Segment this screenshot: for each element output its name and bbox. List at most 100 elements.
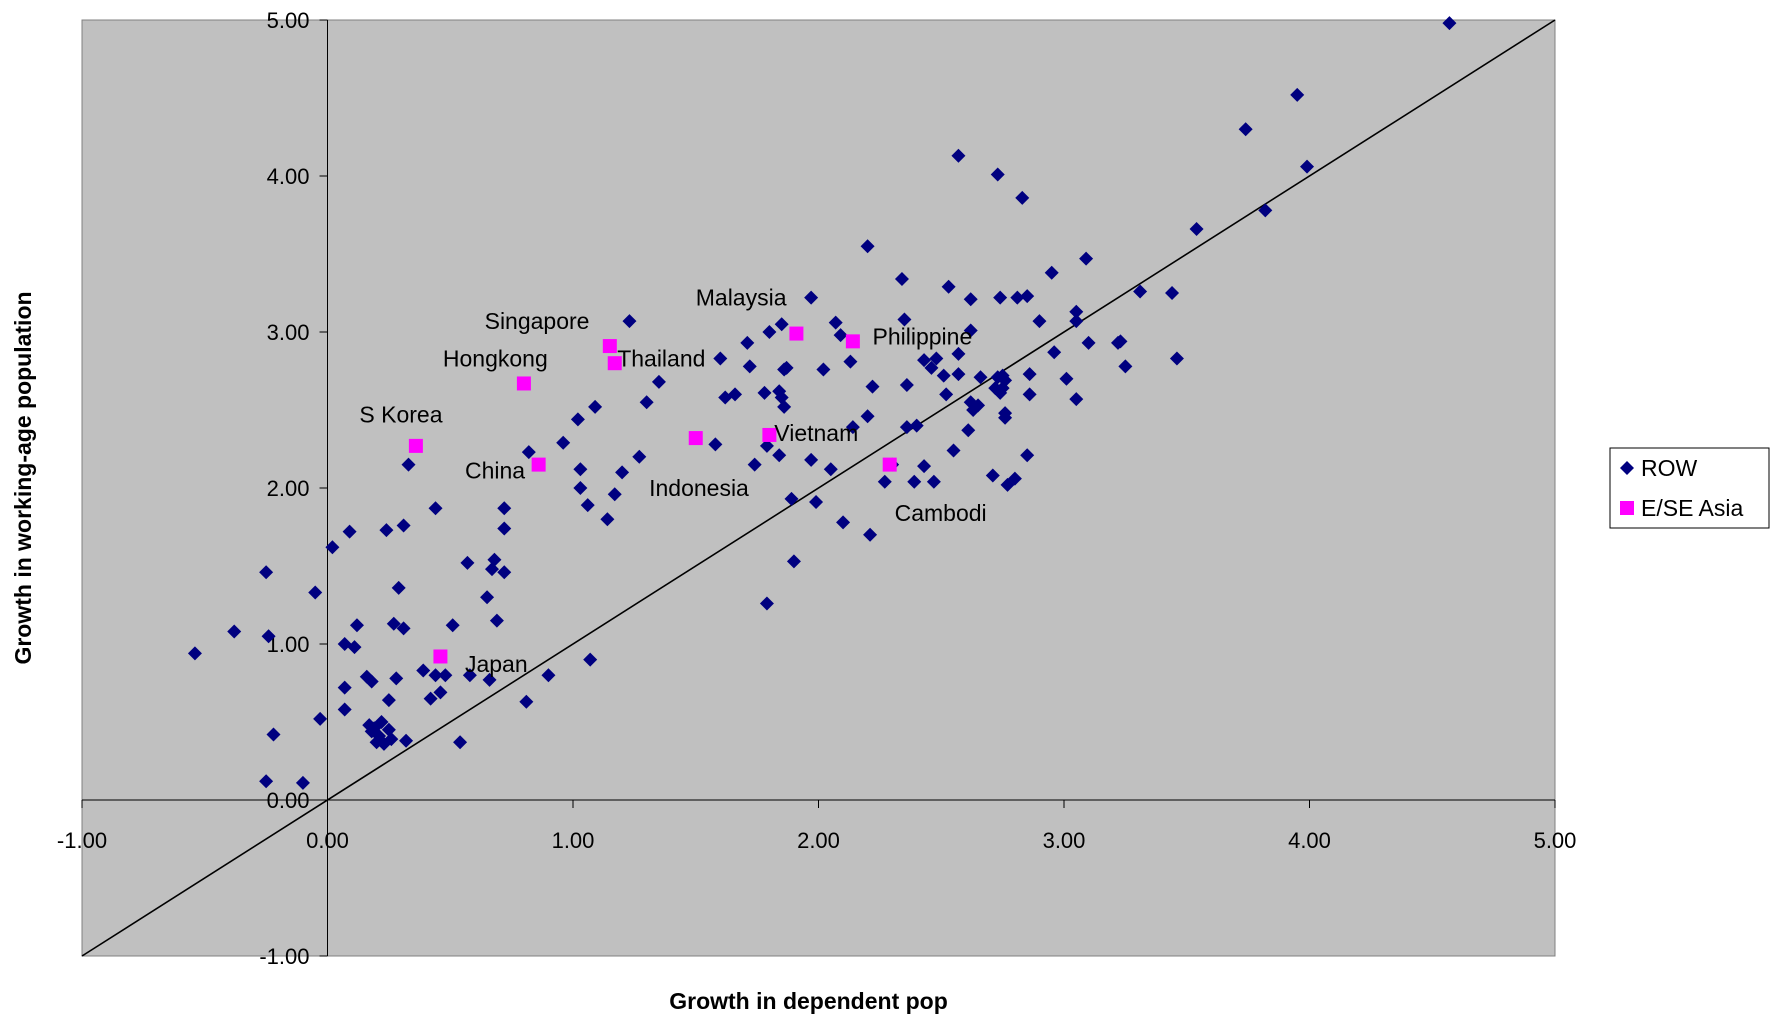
data-point bbox=[1047, 345, 1062, 360]
data-point bbox=[784, 491, 799, 506]
point-label: Malaysia bbox=[696, 284, 787, 310]
data-point bbox=[939, 387, 954, 402]
data-point bbox=[1022, 387, 1037, 402]
data-point bbox=[227, 624, 242, 639]
data-point bbox=[342, 524, 357, 539]
data-point bbox=[497, 565, 512, 580]
data-point bbox=[899, 378, 914, 393]
data-point bbox=[865, 379, 880, 394]
data-point bbox=[416, 663, 431, 678]
data-point bbox=[963, 292, 978, 307]
data-point bbox=[845, 334, 860, 349]
data-point bbox=[573, 462, 588, 477]
data-point bbox=[1059, 371, 1074, 386]
data-point bbox=[917, 459, 932, 474]
data-point bbox=[993, 290, 1008, 305]
data-point bbox=[728, 387, 743, 402]
data-point bbox=[688, 431, 703, 446]
data-point bbox=[396, 518, 411, 533]
data-point bbox=[428, 501, 443, 516]
data-point bbox=[259, 774, 274, 789]
data-point bbox=[379, 523, 394, 538]
data-point bbox=[990, 167, 1005, 182]
x-tick-label: 0.00 bbox=[306, 828, 349, 853]
point-label: S Korea bbox=[359, 401, 442, 427]
data-point bbox=[897, 312, 912, 327]
data-point bbox=[740, 335, 755, 350]
data-point bbox=[789, 326, 804, 341]
data-point bbox=[651, 374, 666, 389]
data-point bbox=[971, 398, 986, 413]
data-point bbox=[762, 325, 777, 339]
data-point bbox=[588, 399, 603, 414]
data-point bbox=[453, 735, 468, 750]
y-tick-label: 0.00 bbox=[267, 788, 310, 813]
data-point bbox=[570, 412, 585, 427]
data-point bbox=[1010, 290, 1025, 305]
data-point bbox=[951, 346, 966, 361]
data-point bbox=[347, 640, 362, 655]
legend: ROW E/SE Asia bbox=[1609, 447, 1770, 529]
point-label: Vietnam bbox=[774, 420, 858, 446]
data-point bbox=[423, 691, 438, 706]
x-tick-label: 1.00 bbox=[552, 828, 595, 853]
data-point bbox=[863, 527, 878, 542]
data-point bbox=[985, 468, 1000, 483]
data-point bbox=[632, 449, 647, 464]
y-tick-label: 2.00 bbox=[267, 476, 310, 501]
data-point bbox=[384, 732, 399, 747]
data-point bbox=[1032, 314, 1047, 329]
data-point bbox=[708, 437, 723, 452]
data-point bbox=[396, 621, 411, 636]
data-point bbox=[816, 362, 831, 377]
data-point bbox=[497, 501, 512, 516]
data-point bbox=[1069, 304, 1084, 319]
x-tick-label: 5.00 bbox=[1534, 828, 1577, 853]
data-point bbox=[313, 711, 328, 726]
data-point bbox=[907, 474, 922, 489]
data-point bbox=[779, 360, 794, 375]
data-point bbox=[607, 487, 622, 502]
data-point bbox=[187, 646, 202, 661]
point-label: Philippine bbox=[873, 323, 973, 349]
data-point bbox=[946, 443, 961, 458]
data-point bbox=[519, 694, 534, 709]
data-point bbox=[600, 512, 615, 527]
data-point bbox=[860, 239, 875, 254]
data-point bbox=[809, 495, 824, 510]
data-point bbox=[924, 360, 939, 375]
data-point bbox=[266, 727, 281, 742]
data-point bbox=[1079, 251, 1094, 266]
point-label: Cambodi bbox=[895, 500, 987, 526]
data-point bbox=[845, 420, 860, 435]
data-point bbox=[433, 685, 448, 700]
data-point bbox=[941, 279, 956, 294]
x-axis-title: Growth in dependent pop bbox=[669, 988, 948, 1014]
data-point bbox=[487, 552, 502, 567]
data-point bbox=[295, 775, 310, 790]
data-point bbox=[381, 693, 396, 708]
data-point bbox=[386, 616, 401, 631]
data-point bbox=[1020, 289, 1035, 304]
diamond-marker-icon bbox=[1620, 461, 1634, 475]
data-point bbox=[573, 481, 588, 495]
data-point bbox=[1442, 16, 1457, 31]
data-point bbox=[926, 474, 941, 489]
data-point bbox=[998, 410, 1013, 425]
data-point bbox=[261, 629, 276, 644]
data-point bbox=[521, 445, 536, 460]
data-point bbox=[917, 353, 932, 368]
data-point bbox=[774, 317, 789, 332]
data-point bbox=[497, 521, 512, 536]
data-point bbox=[1113, 334, 1128, 349]
data-point bbox=[713, 351, 728, 366]
data-point bbox=[391, 580, 406, 595]
data-point bbox=[951, 367, 966, 382]
legend-label: ROW bbox=[1641, 455, 1698, 481]
x-tick-label: 4.00 bbox=[1288, 828, 1331, 853]
data-point bbox=[556, 435, 571, 450]
data-point bbox=[843, 354, 858, 369]
data-point bbox=[777, 399, 792, 414]
data-point bbox=[877, 474, 892, 489]
